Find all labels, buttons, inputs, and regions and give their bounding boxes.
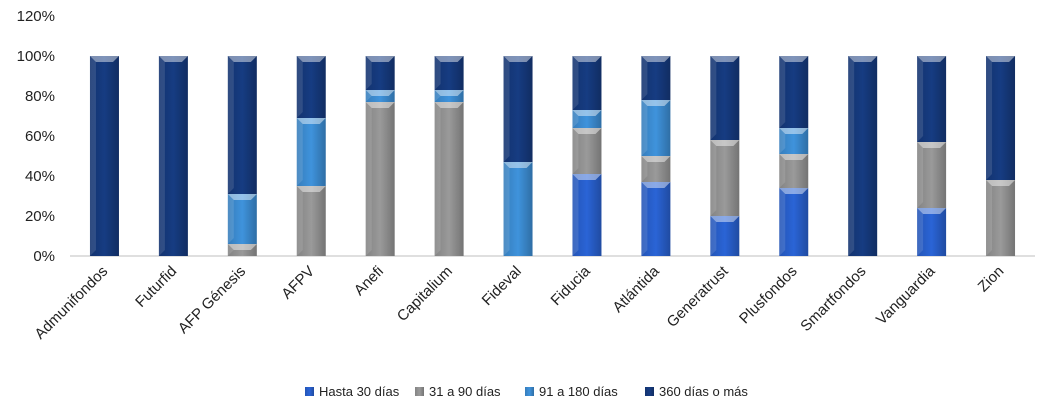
x-tick-label: AFP Génesis — [175, 263, 249, 337]
legend-item: 31 a 90 días — [415, 384, 501, 399]
bar-segment — [503, 56, 533, 162]
bar-segment — [296, 118, 326, 186]
bar-segment — [296, 186, 326, 256]
bar-segment — [572, 110, 602, 128]
bar-segment — [503, 162, 533, 256]
bar-segment — [710, 216, 740, 256]
bar-segment — [158, 56, 188, 256]
bar-segment — [572, 56, 602, 110]
x-tick-label: Generatrust — [664, 262, 733, 331]
y-tick-label: 120% — [17, 8, 55, 25]
legend-item: 360 días o más — [645, 384, 748, 399]
y-tick-label: 20% — [25, 208, 55, 225]
bar-segment — [572, 128, 602, 174]
bar-segment — [641, 100, 671, 156]
y-tick-label: 0% — [33, 248, 55, 265]
x-tick-label: Admunifondos — [31, 263, 111, 343]
legend-label: 31 a 90 días — [429, 384, 501, 399]
legend-label: Hasta 30 días — [319, 384, 400, 399]
bar-segment — [365, 102, 395, 256]
bar-segment — [641, 182, 671, 256]
bar-segment — [986, 180, 1016, 256]
bar-segment — [572, 174, 602, 256]
bar-segment — [779, 128, 809, 154]
x-tick-label: Fiducia — [548, 262, 595, 309]
x-tick-label: Vanguardia — [873, 262, 939, 328]
y-tick-label: 100% — [17, 48, 55, 65]
legend-swatch — [305, 387, 314, 396]
y-tick-label: 80% — [25, 88, 55, 105]
x-tick-label: Capitalium — [394, 263, 456, 325]
bar-segment — [917, 56, 947, 142]
bar-segment — [227, 194, 257, 244]
y-tick-label: 60% — [25, 128, 55, 145]
legend-item: 91 a 180 días — [525, 384, 618, 399]
x-tick-label: Fideval — [479, 263, 525, 309]
bar-segment — [434, 102, 464, 256]
x-tick-label: Futurfid — [132, 263, 180, 311]
bar-segment — [89, 56, 119, 256]
bar-segment — [779, 188, 809, 256]
legend-item: Hasta 30 días — [305, 384, 400, 399]
bar-segment — [365, 56, 395, 90]
bar-segment — [848, 56, 878, 256]
x-tick-label: Anefi — [351, 263, 387, 299]
bar-segment — [296, 56, 326, 118]
x-tick-label: Atlántida — [609, 262, 663, 316]
x-tick-label: Zion — [975, 263, 1008, 296]
legend-label: 91 a 180 días — [539, 384, 618, 399]
bar-segment — [641, 56, 671, 100]
x-tick-label: AFPV — [278, 263, 318, 303]
bar-segment — [917, 142, 947, 208]
bar-segment — [434, 56, 464, 90]
bar-segment — [434, 90, 464, 102]
bar-segment — [227, 56, 257, 194]
bar-segment — [710, 56, 740, 140]
bar-segment — [227, 244, 257, 256]
bar-segment — [710, 140, 740, 216]
x-tick-label: Plusfondos — [736, 263, 801, 328]
legend-swatch — [415, 387, 424, 396]
bar-segment — [779, 154, 809, 188]
bar-segment — [779, 56, 809, 128]
legend-swatch — [645, 387, 654, 396]
bar-segment — [641, 156, 671, 182]
y-tick-label: 40% — [25, 168, 55, 185]
legend-label: 360 días o más — [659, 384, 748, 399]
bar-segment — [365, 90, 395, 102]
bar-segment — [986, 56, 1016, 180]
legend-swatch — [525, 387, 534, 396]
bar-segment — [917, 208, 947, 256]
x-tick-label: Smartfondos — [797, 263, 869, 335]
